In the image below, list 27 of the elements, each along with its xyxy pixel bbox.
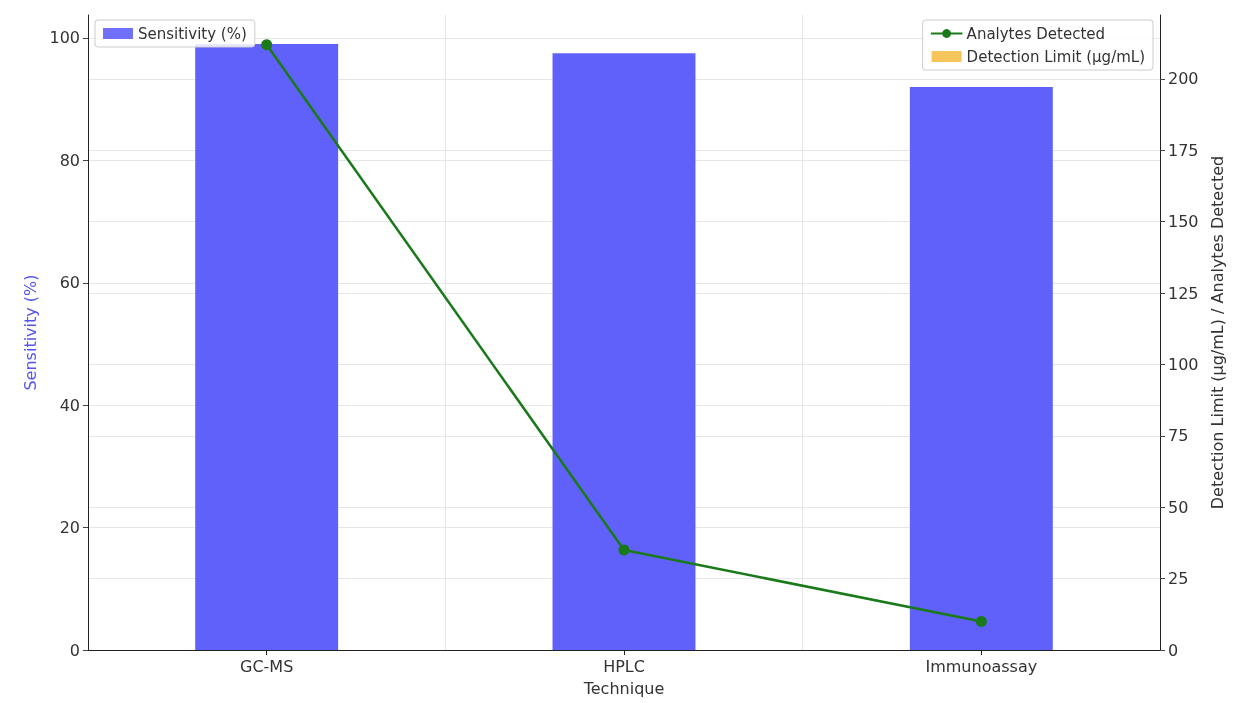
point <box>975 615 987 627</box>
y2-tick-label: 100 <box>1168 354 1199 374</box>
y-tick-label: 40 <box>59 395 80 415</box>
y2-tick-label: 150 <box>1168 212 1199 232</box>
x-tick-label: Immunoassay <box>925 656 1038 676</box>
legend-label: Sensitivity (%) <box>138 24 247 43</box>
y2-tick-label: 25 <box>1168 569 1189 589</box>
legend-label: Detection Limit (µg/mL) <box>966 47 1146 66</box>
y2-tick-label: 0 <box>1168 640 1179 660</box>
x-tick-label: HPLC <box>603 656 645 676</box>
x-tick-label: GC-MS <box>240 656 294 676</box>
y2-tick-label: 125 <box>1168 283 1199 303</box>
y2-tick-label: 75 <box>1168 426 1189 446</box>
x-axis-title: Technique <box>582 678 665 698</box>
y2-axis-title: Detection Limit (µg/mL) / Analytes Detected <box>1207 155 1227 510</box>
y-tick-label: 100 <box>49 28 80 48</box>
y-axis-title: Sensitivity (%) <box>21 274 41 391</box>
y-tick-label: 0 <box>69 640 80 660</box>
point <box>261 39 273 51</box>
y2-tick-label: 50 <box>1168 497 1189 517</box>
y-tick-label: 80 <box>59 150 80 170</box>
point <box>618 544 630 556</box>
y2-tick-label: 175 <box>1168 140 1199 160</box>
y-tick-label: 20 <box>59 518 80 538</box>
y2-tick-label: 200 <box>1168 69 1199 89</box>
y-tick-label: 60 <box>59 273 80 293</box>
legend-label: Analytes Detected <box>966 24 1106 43</box>
